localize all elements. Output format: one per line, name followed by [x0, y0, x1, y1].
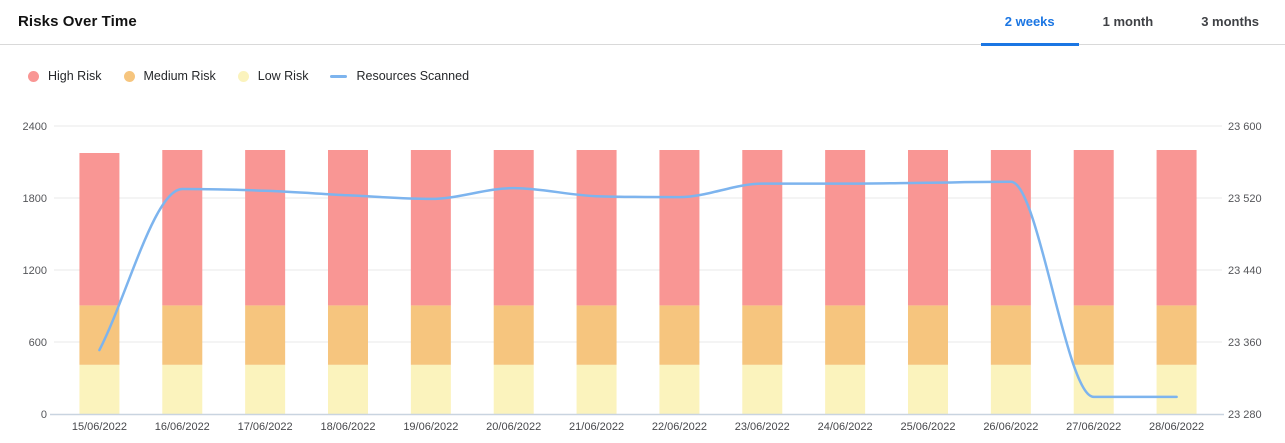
risks-over-time-chart: 0 23 280 600 23 360 1200 23 440 1800 23 520 2400…	[0, 105, 1285, 443]
x-axis-label: 17/06/2022	[238, 421, 293, 433]
left-axis-tick: 1800	[23, 193, 47, 205]
bar-segment-low-risk[interactable]	[825, 364, 866, 414]
bar-segment-medium-risk[interactable]	[1073, 305, 1114, 365]
left-axis-tick: 1200	[23, 265, 47, 277]
legend-item-resources-scanned[interactable]: Resources Scanned	[330, 69, 469, 83]
bar-segment-medium-risk[interactable]	[410, 305, 451, 365]
legend-item-high-risk[interactable]: High Risk	[28, 69, 102, 83]
bar-segment-medium-risk[interactable]	[742, 305, 783, 365]
x-axis-label: 18/06/2022	[320, 421, 375, 433]
bar-segment-medium-risk[interactable]	[1156, 305, 1197, 365]
bar-segment-low-risk[interactable]	[410, 364, 451, 414]
bar-segment-medium-risk[interactable]	[493, 305, 534, 365]
legend-item-low-risk[interactable]: Low Risk	[237, 69, 309, 83]
right-axis-tick: 23 360	[1228, 337, 1262, 349]
bar-segment-medium-risk[interactable]	[79, 305, 120, 365]
right-axis-tick: 23 440	[1228, 265, 1262, 277]
bar-segment-low-risk[interactable]	[908, 364, 948, 414]
bar-segment-high-risk[interactable]	[1156, 150, 1197, 306]
bar-segment-high-risk[interactable]	[576, 150, 617, 306]
bar-segment-high-risk[interactable]	[908, 150, 948, 306]
bar-segment-medium-risk[interactable]	[576, 305, 617, 365]
bar-segment-high-risk[interactable]	[659, 150, 700, 306]
bar-segment-low-risk[interactable]	[1156, 364, 1197, 414]
bar-segment-high-risk[interactable]	[245, 150, 286, 306]
bar-segment-medium-risk[interactable]	[328, 305, 368, 365]
x-axis-label: 15/06/2022	[72, 421, 127, 433]
bar-segment-medium-risk[interactable]	[162, 305, 203, 365]
tab-1-month[interactable]: 1 month	[1102, 14, 1154, 29]
left-axis-tick: 2400	[23, 121, 47, 133]
bar-segment-high-risk[interactable]	[825, 150, 866, 306]
x-axis-label: 28/06/2022	[1149, 421, 1204, 433]
x-axis-label: 26/06/2022	[983, 421, 1038, 433]
x-axis-label: 21/06/2022	[569, 421, 624, 433]
x-axis-label: 20/06/2022	[486, 421, 541, 433]
tab-2-weeks[interactable]: 2 weeks	[980, 0, 1079, 46]
bar-segment-low-risk[interactable]	[493, 364, 534, 414]
legend-label: High Risk	[48, 69, 102, 83]
right-axis-tick: 23 520	[1228, 193, 1262, 205]
right-axis-tick: 23 280	[1228, 409, 1262, 421]
resources-scanned-line[interactable]	[98, 180, 1178, 399]
x-axis-label: 23/06/2022	[735, 421, 790, 433]
legend-label: Resources Scanned	[356, 69, 470, 83]
bar-segment-medium-risk[interactable]	[990, 305, 1031, 365]
bar-segment-high-risk[interactable]	[162, 150, 203, 306]
bar-segment-low-risk[interactable]	[79, 364, 120, 414]
time-range-tabs: 2 weeks 1 month 3 months	[980, 0, 1283, 46]
bar-segment-high-risk[interactable]	[328, 150, 368, 306]
bar-segment-medium-risk[interactable]	[908, 305, 948, 365]
bar-segment-low-risk[interactable]	[1073, 364, 1114, 414]
x-axis-label: 19/06/2022	[403, 421, 458, 433]
x-axis-label: 27/06/2022	[1066, 421, 1121, 433]
left-axis-tick: 600	[29, 337, 47, 349]
x-axis-label: 22/06/2022	[652, 421, 707, 433]
bar-segment-low-risk[interactable]	[990, 364, 1031, 414]
low-risk-dot-icon	[237, 70, 249, 82]
medium-risk-dot-icon	[123, 70, 135, 82]
panel-header: Risks Over Time 2 weeks 1 month 3 months	[0, 0, 1285, 46]
bar-segment-high-risk[interactable]	[990, 150, 1031, 306]
bar-segment-low-risk[interactable]	[328, 364, 368, 414]
bar-segment-low-risk[interactable]	[742, 364, 783, 414]
bar-segment-medium-risk[interactable]	[659, 305, 700, 365]
bar-segment-medium-risk[interactable]	[825, 305, 866, 365]
bar-segment-low-risk[interactable]	[576, 364, 617, 414]
bar-segment-low-risk[interactable]	[162, 364, 203, 414]
bar-segment-high-risk[interactable]	[410, 150, 451, 306]
bar-segment-high-risk[interactable]	[493, 150, 534, 306]
x-axis-label: 25/06/2022	[900, 421, 955, 433]
chart-canvas: 0 23 280 600 23 360 1200 23 440 1800 23 520 2400…	[23, 121, 1262, 433]
bar-segment-high-risk[interactable]	[1073, 150, 1114, 306]
x-axis-label: 24/06/2022	[818, 421, 873, 433]
legend-label: Low Risk	[257, 69, 309, 83]
right-axis-tick: 23 600	[1228, 121, 1262, 133]
tab-3-months[interactable]: 3 months	[1201, 14, 1259, 29]
page-title: Risks Over Time	[18, 13, 137, 30]
resources-scanned-line-icon	[330, 74, 348, 78]
bar-segment-low-risk[interactable]	[245, 364, 286, 414]
x-axis-label: 16/06/2022	[155, 421, 210, 433]
bar-segment-high-risk[interactable]	[79, 153, 120, 306]
chart-legend: High Risk Medium Risk Low Risk Resources…	[28, 69, 469, 83]
high-risk-dot-icon	[28, 70, 39, 82]
legend-item-medium-risk[interactable]: Medium Risk	[123, 69, 216, 83]
bar-segment-low-risk[interactable]	[659, 364, 700, 414]
legend-label: Medium Risk	[143, 69, 216, 83]
bar-segment-medium-risk[interactable]	[245, 305, 286, 365]
bar-segment-high-risk[interactable]	[742, 150, 783, 306]
left-axis-tick: 0	[41, 409, 47, 421]
